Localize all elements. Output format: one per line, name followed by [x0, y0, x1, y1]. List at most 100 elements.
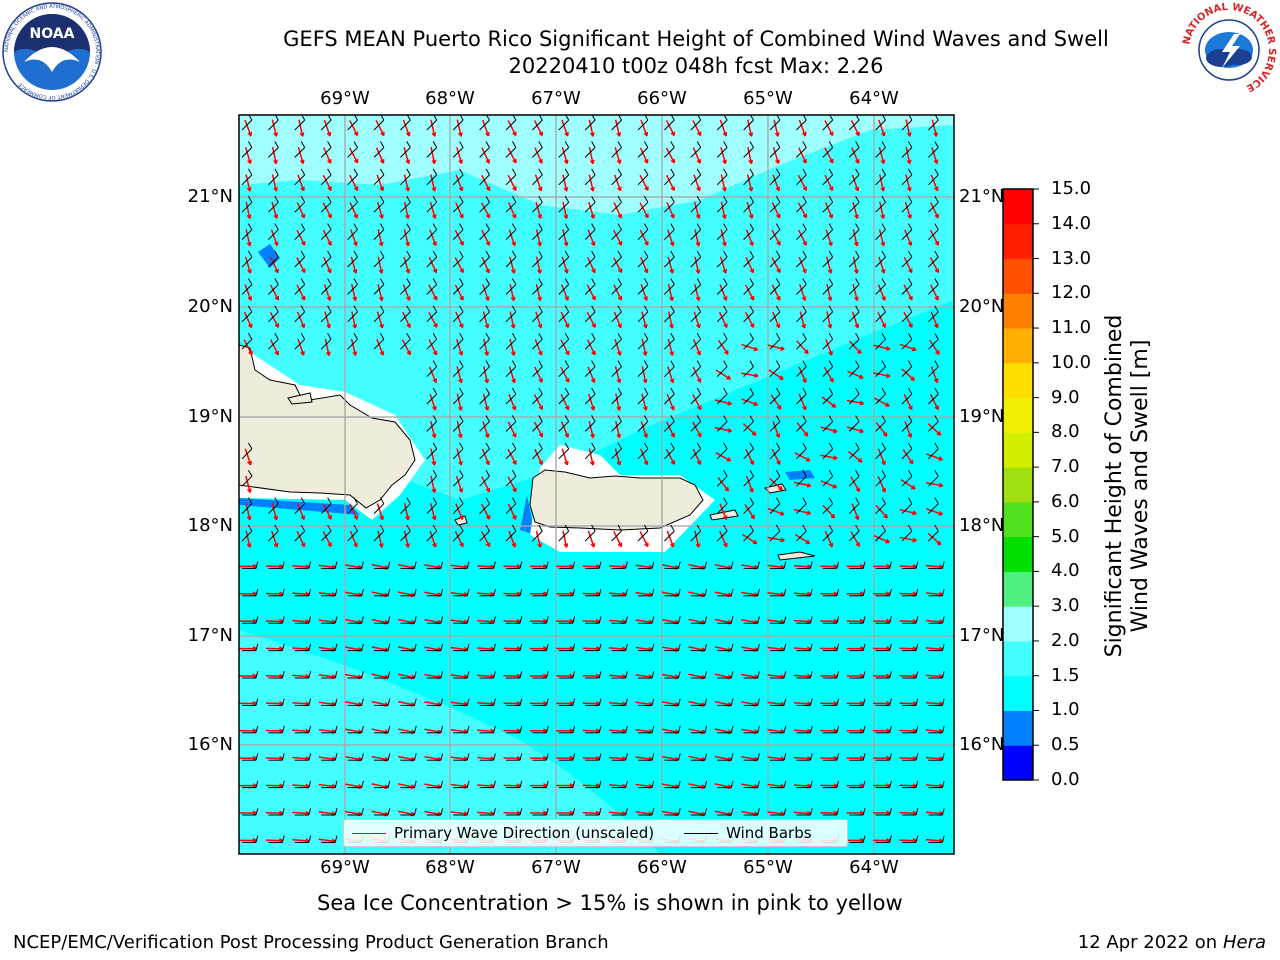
wind-barb-shaft — [347, 284, 358, 295]
wind-barb-shaft — [796, 421, 807, 432]
wave-arrowhead — [775, 323, 781, 329]
wind-barb-shaft — [901, 311, 913, 323]
wind-barb-flag — [889, 698, 892, 706]
wave-arrow — [582, 647, 600, 650]
wave-arrow — [770, 394, 782, 410]
wave-arrow — [397, 700, 415, 706]
wind-barb-flag — [828, 415, 834, 422]
wind-barb-flag — [802, 250, 807, 258]
wind-barb-shaft — [637, 530, 649, 542]
wave-arrow — [905, 146, 911, 164]
wind-barb-flag — [802, 360, 807, 367]
wave-arrow — [688, 810, 706, 816]
wave-arrowhead — [802, 378, 807, 383]
wind-barb-shaft — [796, 174, 807, 186]
colorbar-tick-label: 14.0 — [1051, 212, 1092, 234]
wind-barb-shaft — [584, 229, 596, 240]
wave-arrowhead — [617, 323, 622, 329]
wave-arrow — [873, 372, 891, 378]
wave-arrow — [794, 533, 810, 545]
wave-arrow — [613, 311, 622, 328]
wave-arrow — [265, 620, 283, 623]
wind-barb-flag — [889, 725, 892, 733]
colorbar-bin-1 — [1003, 710, 1033, 746]
wind-barb-flag — [591, 223, 596, 230]
wave-arrow — [899, 343, 917, 351]
wind-barb-shaft — [426, 174, 438, 186]
wave-arrowhead — [616, 132, 622, 137]
wave-arrowhead — [379, 186, 385, 192]
wave-arrowhead — [695, 214, 701, 219]
wind-barb-shaft — [848, 284, 860, 295]
wind-barb-flag — [334, 698, 338, 706]
wave-arrow — [481, 256, 490, 274]
wind-barb-shaft — [664, 448, 675, 460]
wind-barb-flag — [247, 141, 253, 148]
colorbar-tick-label: 1.5 — [1051, 664, 1080, 686]
wind-barb-shaft — [637, 366, 649, 377]
wind-barb-shaft — [584, 284, 596, 295]
wave-arrow — [694, 283, 700, 301]
wind-barb-flag — [327, 278, 332, 285]
wind-barb-shaft — [505, 174, 517, 186]
wind-barb-flag — [432, 141, 438, 148]
wind-barb-flag — [723, 497, 728, 504]
wind-barb-flag — [775, 195, 781, 203]
wave-arrow — [323, 256, 332, 274]
wave-arrow — [322, 503, 332, 520]
wind-barb-flag — [334, 588, 338, 596]
wind-barb-shaft — [611, 229, 622, 240]
wind-barb-flag — [862, 671, 866, 679]
wind-barb-shaft — [875, 393, 886, 405]
wind-barb-flag — [704, 588, 708, 596]
wind-barb-flag — [749, 278, 754, 285]
wind-barb-flag — [670, 360, 675, 367]
wind-barb-shaft — [716, 284, 728, 295]
wave-arrowhead — [459, 241, 464, 246]
wave-arrowhead — [537, 269, 542, 274]
wave-arrowhead — [802, 213, 808, 219]
wave-arrow — [926, 508, 943, 516]
wave-arrowhead — [537, 323, 543, 329]
wind-barb-flag — [617, 360, 622, 367]
wind-barb-flag — [915, 753, 919, 761]
wind-barb-flag — [334, 808, 338, 816]
wind-barb-shaft — [347, 147, 358, 158]
wind-barb-shaft — [584, 448, 596, 460]
wind-barb-flag — [862, 561, 866, 569]
wind-barb-flag — [274, 497, 279, 504]
wave-arrow — [823, 366, 834, 383]
wind-barb-flag — [617, 195, 622, 203]
wind-barb-flag — [459, 168, 464, 176]
wind-barb-shaft — [347, 503, 358, 514]
wind-barb-flag — [591, 168, 596, 176]
wind-barb-flag — [353, 278, 358, 285]
wave-arrowhead — [880, 269, 886, 274]
wave-arrowhead — [802, 241, 807, 246]
wave-arrow — [345, 701, 363, 706]
wind-barb-flag — [466, 643, 470, 651]
wave-arrow — [878, 119, 886, 137]
wind-barb-flag — [485, 332, 490, 340]
colorbar-tick-label: 6.0 — [1051, 490, 1080, 512]
wind-barb-shaft — [716, 229, 728, 240]
wind-barb-shaft — [769, 147, 781, 158]
wave-arrow — [688, 591, 706, 597]
wave-arrow — [614, 448, 621, 466]
wind-barb-shaft — [769, 119, 781, 131]
wave-arrowhead — [378, 269, 384, 274]
wind-barb-shaft — [373, 256, 385, 268]
wind-barb-flag — [651, 616, 655, 624]
wind-barb-flag — [379, 223, 385, 230]
wind-barb-shaft — [611, 119, 622, 131]
wind-barb-flag — [802, 195, 807, 203]
wave-arrowhead — [669, 542, 675, 548]
axis-label: 19°N — [959, 406, 1005, 427]
wind-barb-shaft — [452, 229, 464, 240]
wind-barb-flag — [941, 753, 945, 761]
wind-barb-shaft — [743, 201, 754, 213]
wind-barb-flag — [670, 141, 675, 148]
wave-arrowhead — [855, 542, 861, 547]
wind-barb-flag — [696, 305, 702, 313]
wind-barb-shaft — [479, 229, 490, 240]
